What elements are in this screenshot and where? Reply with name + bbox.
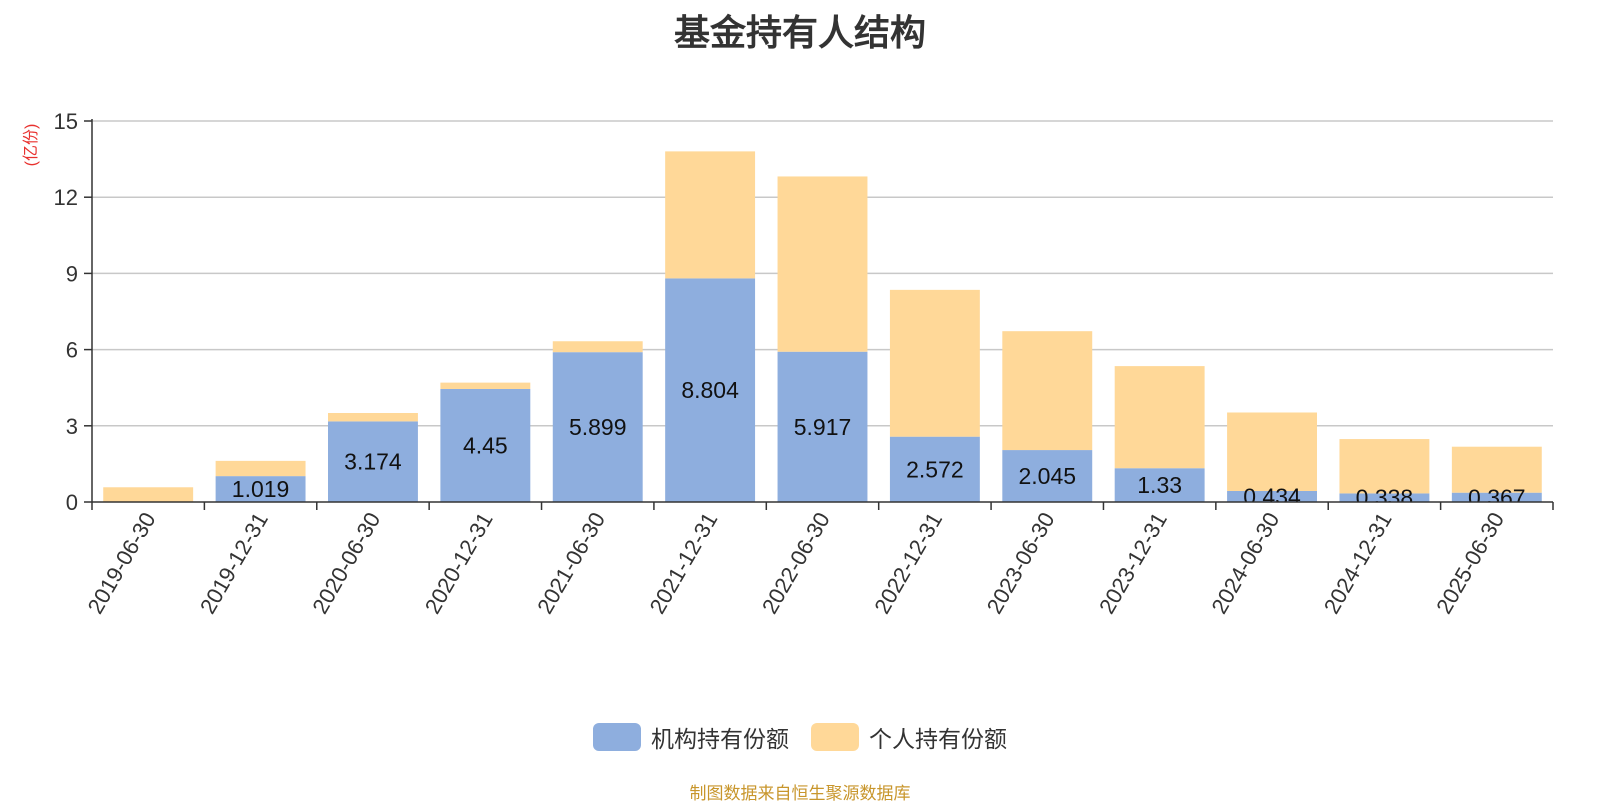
legend-label: 个人持有份额: [869, 726, 1007, 752]
bars: [103, 151, 1542, 502]
bar-value-label: 4.45: [463, 432, 508, 458]
legend-item-institutional[interactable]: 机构持有份额: [593, 720, 789, 754]
bar-individual[interactable]: [665, 151, 756, 279]
x-tick-label: 2023-06-30: [982, 508, 1060, 618]
legend-label: 机构持有份额: [651, 726, 789, 752]
bar-institutional[interactable]: [1114, 468, 1205, 502]
bar-value-label: 5.917: [794, 414, 852, 440]
bar-value-label: 0.367: [1468, 484, 1526, 510]
y-tick-label: 9: [66, 261, 78, 286]
bar-individual[interactable]: [777, 176, 868, 352]
bar-institutional[interactable]: [552, 352, 643, 502]
x-tick-label: 2021-12-31: [645, 508, 723, 618]
bar-individual[interactable]: [328, 412, 418, 422]
bar-value-label: 2.572: [906, 456, 964, 482]
x-tick-label: 2020-12-31: [420, 508, 498, 618]
bar-individual[interactable]: [215, 460, 306, 477]
x-tick-label: 2024-12-31: [1319, 508, 1397, 618]
data-labels: 1.019 3.174 4.45 5.899 8.804 5.917 2.572 2.045 1…: [232, 377, 1526, 511]
bar-individual[interactable]: [1002, 331, 1093, 451]
bar-value-label: 1.33: [1137, 472, 1182, 498]
bar-value-label: 3.174: [344, 449, 402, 475]
bar-value-label: 5.899: [569, 414, 627, 440]
bar-institutional[interactable]: [1002, 450, 1093, 502]
x-tick-label: 2019-12-31: [195, 508, 273, 618]
legend-swatch: [593, 723, 641, 751]
bar-value-label: 1.019: [232, 476, 290, 502]
y-tick-label: 3: [66, 414, 78, 439]
source-note: 制图数据来自恒生聚源数据库: [689, 784, 911, 803]
bar-institutional[interactable]: [328, 421, 418, 502]
bar-institutional[interactable]: [889, 436, 980, 502]
bar-institutional[interactable]: [440, 388, 531, 502]
bar-individual[interactable]: [1114, 366, 1205, 469]
x-tick-label: 2023-12-31: [1094, 508, 1172, 618]
x-tick-label: 2020-06-30: [307, 508, 385, 618]
bar-individual[interactable]: [440, 382, 531, 389]
bar-individual[interactable]: [1451, 446, 1542, 493]
bar-institutional[interactable]: [1451, 492, 1542, 502]
bar-value-label: 0.338: [1356, 485, 1414, 511]
legend-item-individual[interactable]: 个人持有份额: [811, 720, 1007, 754]
bar-institutional[interactable]: [665, 278, 756, 502]
bar-value-label: 8.804: [681, 377, 739, 403]
y-tick-label: 12: [54, 185, 78, 210]
y-tick-label: 6: [66, 338, 78, 363]
bar-institutional[interactable]: [1339, 493, 1430, 502]
x-tick-label: 2019-06-30: [83, 508, 161, 618]
bar-value-label: 2.045: [1018, 463, 1076, 489]
y-tick-label: 0: [66, 490, 78, 515]
chart-title: 基金持有人结构: [673, 12, 926, 53]
x-tick-label: 2024-06-30: [1206, 508, 1284, 618]
legend: 机构持有份额 个人持有份额: [0, 720, 1600, 754]
bar-institutional[interactable]: [1227, 490, 1317, 502]
x-tick-label: 2025-06-30: [1431, 508, 1509, 618]
bar-institutional[interactable]: [215, 476, 306, 502]
y-tick-label: 15: [54, 109, 78, 134]
x-tick-label: 2022-06-30: [757, 508, 835, 618]
bar-individual[interactable]: [1227, 412, 1317, 491]
y-axis-label: (亿份): [22, 124, 40, 167]
x-tick-label: 2021-06-30: [532, 508, 610, 618]
bar-individual[interactable]: [1339, 439, 1430, 494]
bar-institutional[interactable]: [777, 351, 868, 502]
x-tick-label: 2022-12-31: [869, 508, 947, 618]
bar-value-label: 0.434: [1243, 483, 1301, 509]
legend-swatch: [811, 723, 859, 751]
bar-individual[interactable]: [103, 487, 194, 502]
bar-individual[interactable]: [552, 341, 643, 353]
bar-individual[interactable]: [889, 289, 980, 437]
